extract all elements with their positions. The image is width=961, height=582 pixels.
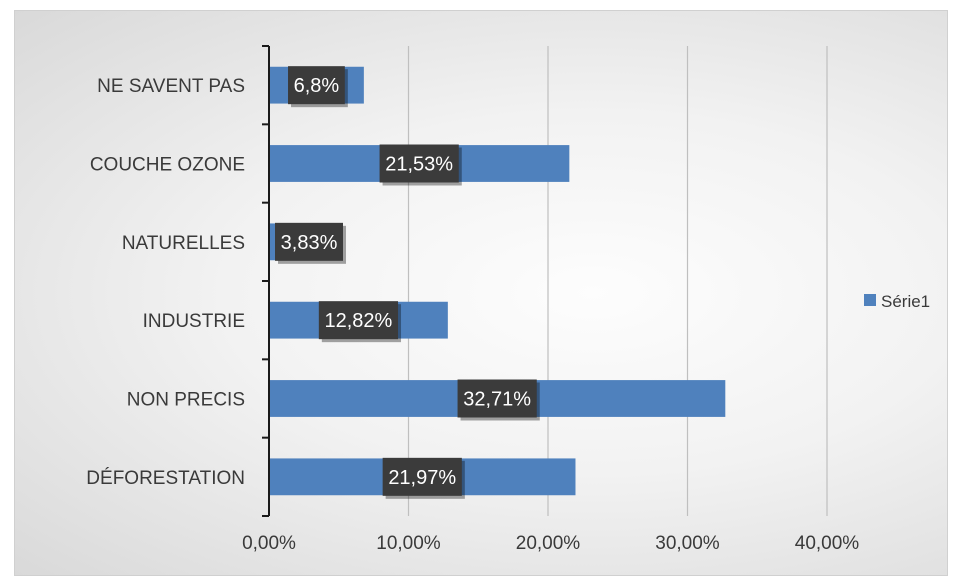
data-label: 12,82% — [324, 310, 392, 332]
axes: 0,00% 10,00% 20,00% 30,00% 40,00% DÉFORESTATI… — [86, 45, 860, 554]
legend-swatch — [864, 294, 876, 306]
x-tick-label: 10,00% — [376, 533, 441, 554]
data-label-box — [275, 222, 343, 261]
data-label: 21,53% — [385, 154, 453, 176]
data-label-box — [382, 457, 462, 496]
category-label: NE SAVENT PAS — [97, 76, 245, 97]
bar-chart: 0,00% 10,00% 20,00% 30,00% 40,00% DÉFORESTATI… — [86, 45, 930, 554]
data-label-box — [379, 144, 459, 183]
legend: Série1 — [864, 292, 930, 311]
data-label: 21,97% — [388, 467, 456, 489]
bars — [269, 66, 726, 496]
data-label-box — [318, 301, 399, 340]
category-label: NATURELLES — [122, 233, 245, 254]
category-label: NON PRECIS — [127, 390, 245, 411]
data-label-box — [288, 66, 345, 105]
gridlines — [407, 46, 828, 516]
data-label: 32,71% — [463, 389, 531, 411]
chart-area: 0,00% 10,00% 20,00% 30,00% 40,00% DÉFORESTATI… — [14, 10, 948, 576]
data-labels: 21,97% 32,71% 12,82% 3,83% 21,53% 6,8% — [275, 66, 540, 499]
x-tick-label: 30,00% — [655, 533, 720, 554]
data-label: 6,8% — [294, 75, 340, 97]
category-label: DÉFORESTATION — [86, 468, 245, 489]
data-label: 3,83% — [281, 232, 338, 254]
x-tick-label: 40,00% — [795, 533, 860, 554]
x-tick-label: 0,00% — [242, 533, 296, 554]
category-label: COUCHE OZONE — [90, 155, 245, 176]
x-tick-label: 20,00% — [516, 533, 581, 554]
data-label-box — [457, 379, 537, 418]
category-label: INDUSTRIE — [143, 311, 245, 332]
legend-label: Série1 — [881, 292, 930, 311]
